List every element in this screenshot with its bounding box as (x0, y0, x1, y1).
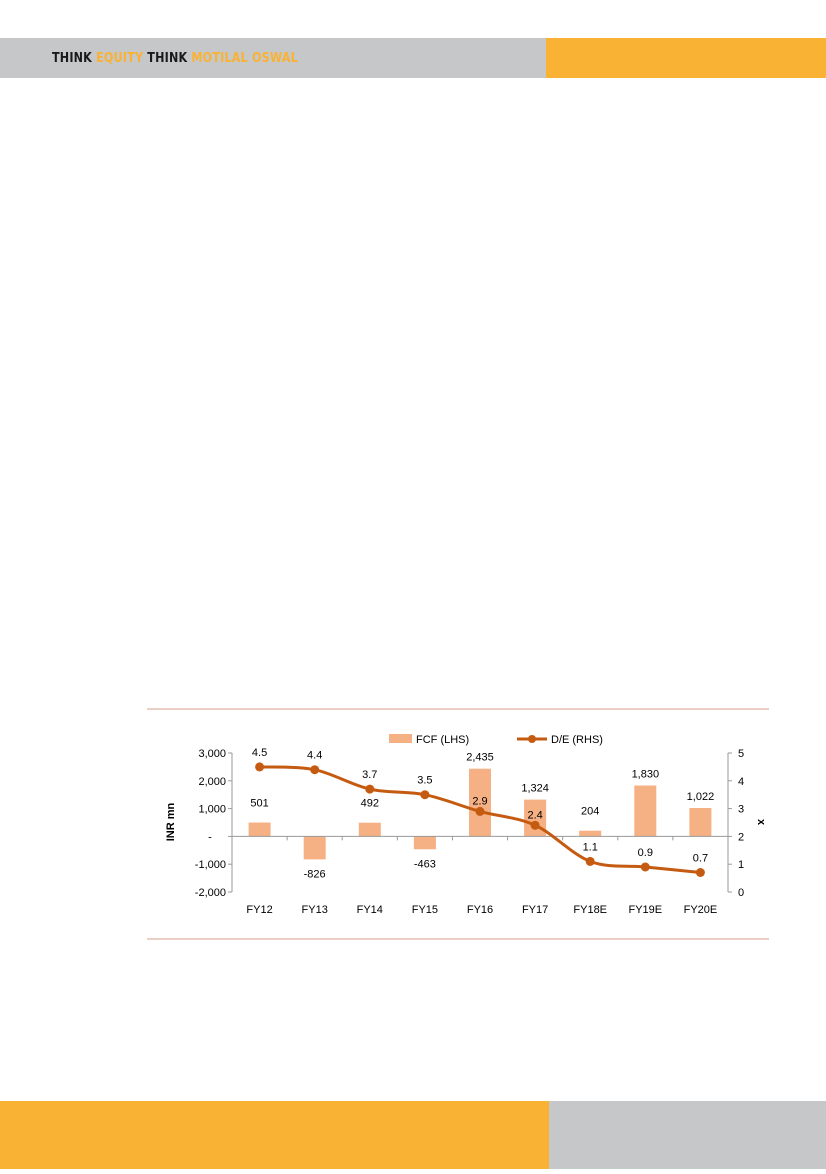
y2-axis-title: x (755, 819, 767, 826)
de-point-fy14 (365, 784, 375, 794)
header-bar (0, 38, 546, 78)
de-data-label: 4.4 (307, 750, 322, 762)
legend-de-marker (528, 735, 536, 743)
y2-tick-label: 0 (738, 887, 744, 899)
brand-think-1: THINK (52, 51, 97, 66)
fcf-bar-fy13 (303, 836, 326, 860)
fcf-data-label: -463 (414, 858, 436, 870)
fcf-bar-fy12 (248, 822, 271, 837)
fcf-bar-fy16 (469, 768, 491, 837)
header-accent-bar (546, 38, 826, 78)
x-tick-label: FY17 (522, 904, 548, 916)
x-tick-label: FY14 (357, 904, 383, 916)
fcf-data-label: 1,022 (687, 791, 715, 803)
y2-tick-label: 2 (738, 831, 744, 843)
de-data-label: 1.1 (583, 841, 598, 853)
x-tick-label: FY20E (684, 904, 718, 916)
de-data-label: 3.7 (362, 769, 377, 781)
legend-de-label: D/E (RHS) (551, 734, 603, 746)
y-tick-label: - (208, 831, 212, 843)
de-point-fy19e (640, 862, 650, 872)
de-point-fy15 (420, 790, 430, 800)
brand-equity: EQUITY (96, 51, 148, 66)
fcf-data-label: 492 (361, 798, 379, 810)
de-point-fy13 (310, 765, 320, 775)
y-tick-label: -2,000 (195, 887, 226, 899)
x-tick-label: FY12 (246, 904, 272, 916)
fcf-data-label: 501 (250, 798, 268, 810)
de-data-label: 2.4 (527, 809, 542, 821)
de-point-fy18e (585, 856, 595, 866)
legend-fcf-swatch (389, 734, 412, 743)
brand-tagline: THINK EQUITY THINK MOTILAL OSWAL (52, 51, 298, 66)
de-data-label: 2.9 (472, 795, 487, 807)
fcf-data-label: 1,830 (632, 769, 660, 781)
fcf-data-label: 2,435 (466, 752, 494, 764)
fcf-data-label: 1,324 (521, 783, 549, 795)
brand-motilal-oswal: MOTILAL OSWAL (191, 51, 299, 66)
x-tick-label: FY13 (302, 904, 328, 916)
y-tick-label: -1,000 (195, 859, 226, 871)
y-tick-label: 2,000 (198, 776, 226, 788)
x-tick-label: FY19E (629, 904, 663, 916)
de-point-fy16 (475, 806, 485, 816)
fcf-bar-fy14 (358, 822, 381, 837)
fcf-data-label: 204 (581, 806, 599, 818)
y-axis-title: INR mn (165, 802, 177, 841)
legend-fcf-label: FCF (LHS) (416, 734, 469, 746)
fcf-data-label: -826 (304, 868, 326, 880)
y2-tick-label: 1 (738, 859, 744, 871)
de-point-fy12 (255, 762, 265, 772)
de-point-fy20e (695, 868, 705, 877)
footer-bar (549, 1101, 826, 1169)
y2-tick-label: 4 (738, 776, 744, 788)
x-tick-label: FY18E (573, 904, 607, 916)
fcf-bar-fy19e (634, 785, 657, 837)
de-data-label: 3.5 (417, 775, 432, 787)
de-data-label: 0.7 (693, 853, 708, 865)
de-data-label: 4.5 (252, 747, 267, 759)
x-tick-label: FY16 (467, 904, 493, 916)
y-tick-label: 1,000 (198, 804, 226, 816)
footer-accent-bar (0, 1101, 549, 1169)
de-data-label: 0.9 (638, 847, 653, 859)
fcf-bar-fy20e (689, 808, 712, 837)
de-point-fy17 (530, 820, 540, 830)
x-tick-label: FY15 (412, 904, 438, 916)
fcf-bar-fy15 (413, 836, 436, 850)
y-tick-label: 3,000 (198, 748, 226, 760)
y2-tick-label: 5 (738, 748, 744, 760)
fcf-bar-fy18e (579, 830, 602, 837)
y2-tick-label: 3 (738, 804, 744, 816)
brand-think-2: THINK (147, 51, 192, 66)
